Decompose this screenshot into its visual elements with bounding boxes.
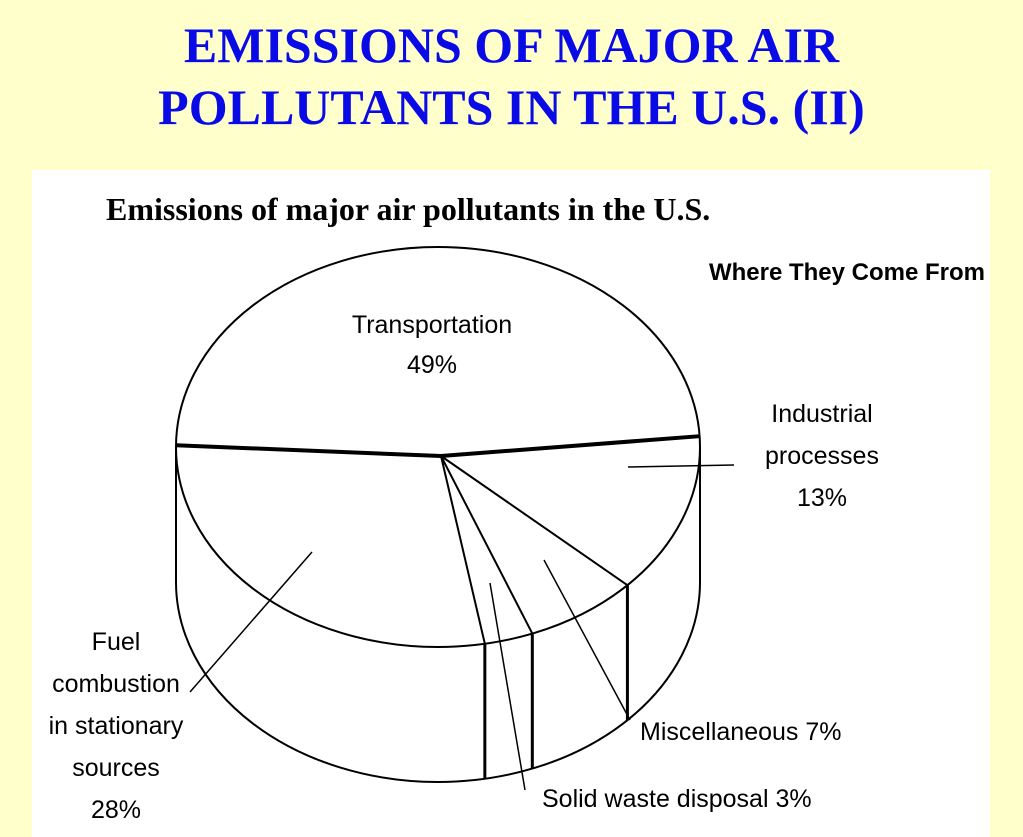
- slice-label-line: 13%: [797, 484, 847, 512]
- slice-boundary-1: [175, 443, 442, 458]
- slice-leader-2: [627, 464, 735, 468]
- slice-label-line: Industrial: [771, 400, 872, 428]
- slice-boundary-5: [440, 455, 486, 645]
- slice-label-line: in stationary: [49, 712, 184, 740]
- slice-label-line: processes: [765, 442, 879, 470]
- slide-title: EMISSIONS OF MAJOR AIR POLLUTANTS IN THE…: [0, 14, 1023, 138]
- slice-leader-4: [489, 582, 526, 791]
- slice-label-line: Miscellaneous 7%: [640, 718, 842, 746]
- slice-boundary-2: [440, 434, 700, 458]
- slice-label-line: sources: [72, 754, 160, 782]
- slice-label-line: combustion: [52, 670, 180, 698]
- slide-title-line-2: POLLUTANTS IN THE U.S. (II): [158, 79, 865, 135]
- pie-drum: [175, 246, 701, 783]
- pie-chart: Emissions of major air pollutants in the…: [49, 191, 985, 824]
- slice-boundary-4: [440, 455, 534, 635]
- slice-label-line: Solid waste disposal 3%: [542, 785, 812, 813]
- slice-label-5: Fuel combustion in stationary sources 28%: [49, 628, 184, 824]
- slice-labels: Transportation 49% Industrial processes 13% M…: [49, 311, 879, 824]
- slice-boundary-3: [440, 455, 628, 586]
- chart-subtitle: Where They Come From: [709, 259, 985, 286]
- slice-label-3: Miscellaneous 7%: [640, 718, 842, 746]
- chart-title: Emissions of major air pollutants in the…: [106, 191, 710, 227]
- figure-panel: Emissions of major air pollutants in the…: [32, 170, 990, 837]
- drum-side-wall: [175, 447, 701, 783]
- slice-label-line: 28%: [91, 796, 141, 824]
- slice-label-line: 49%: [407, 351, 457, 379]
- slice-label-1: Transportation 49%: [352, 311, 512, 379]
- slice-label-2: Industrial processes 13%: [765, 400, 879, 512]
- slice-label-line: Transportation: [352, 311, 512, 339]
- slice-leader-3: [543, 559, 631, 721]
- slice-label-4: Solid waste disposal 3%: [542, 785, 812, 813]
- slide-title-line-1: EMISSIONS OF MAJOR AIR: [183, 17, 840, 73]
- slice-label-line: Fuel: [92, 628, 141, 656]
- slice-leader-5: [189, 551, 313, 693]
